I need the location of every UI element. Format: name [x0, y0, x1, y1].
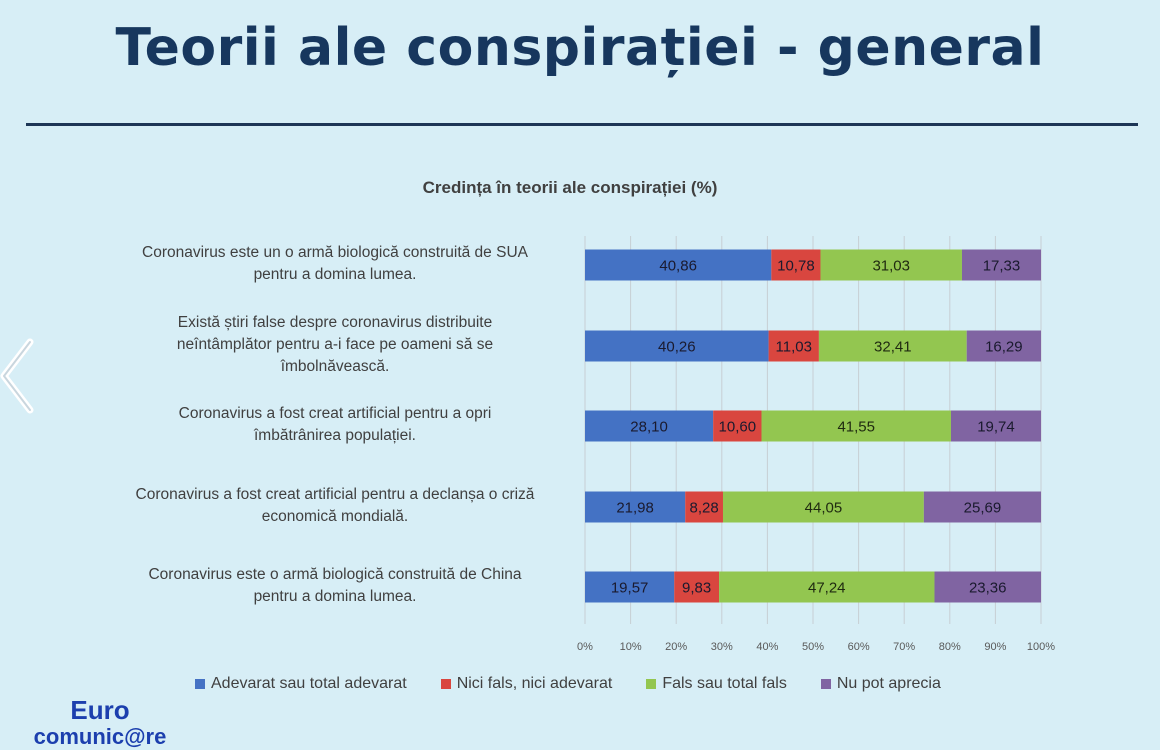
category-label: Coronavirus este o armă biologică constr… [100, 564, 570, 608]
legend-swatch [820, 679, 831, 689]
bar-segment [585, 330, 769, 362]
chart-title: Credința în teorii ale conspirației (%) [422, 178, 718, 197]
previous-slide-button[interactable] [0, 338, 40, 414]
data-label: 16,29 [985, 339, 1023, 356]
x-tick-label: 20% [665, 641, 687, 653]
bar-segment [923, 491, 1041, 523]
data-label: 44,05 [805, 500, 843, 517]
legend-item: Nici fals, nici adevarat [440, 675, 613, 693]
bar-segment [585, 491, 686, 523]
title-divider [26, 123, 1138, 126]
x-tick-label: 50% [802, 641, 824, 653]
x-tick-label: 80% [939, 641, 961, 653]
data-label: 10,60 [719, 419, 757, 436]
bar-segment [722, 491, 924, 523]
data-label: 19,74 [977, 419, 1015, 436]
category-label-line: îmbătrânirea populației. [254, 427, 416, 444]
data-label: 28,10 [630, 419, 668, 436]
bar-segment [685, 491, 723, 523]
x-tick-label: 0% [577, 641, 593, 653]
category-label-line: Coronavirus a fost creat artificial pent… [178, 405, 492, 422]
data-label: 41,55 [837, 419, 875, 436]
data-label: 11,03 [776, 339, 812, 356]
category-label: Coronavirus a fost creat artificial pent… [100, 484, 570, 528]
data-label: 40,26 [658, 339, 696, 356]
bar-segment [820, 249, 962, 281]
chevron-left-icon [0, 338, 34, 414]
legend-item: Adevarat sau total adevarat [195, 675, 407, 693]
category-label-line: economică mondială. [261, 508, 409, 525]
x-tick-label: 70% [893, 641, 915, 653]
data-label: 23,36 [969, 580, 1007, 597]
category-label: Coronavirus a fost creat artificial pent… [100, 403, 570, 447]
legend-label: Fals sau total fals [662, 675, 787, 692]
bar-segment [719, 571, 935, 603]
x-tick-label: 30% [711, 641, 733, 653]
x-tick-label: 90% [984, 641, 1006, 653]
category-label-line: Există știri false despre coronavirus di… [177, 314, 493, 331]
data-label: 19,57 [611, 580, 649, 597]
slide-title: Teorii ale conspirației - general [115, 18, 1045, 78]
logo-line-2: comunic@re [33, 724, 167, 749]
chart-legend: Adevarat sau total adevarat Nici fals, ni… [195, 675, 1015, 693]
bar-segment [674, 571, 720, 603]
x-tick-label: 40% [756, 641, 778, 653]
data-label: 8,28 [690, 500, 719, 517]
category-label-line: pentru a domina lumea. [253, 266, 417, 283]
legend-label: Adevarat sau total adevarat [211, 675, 407, 692]
data-label: 40,86 [659, 258, 697, 275]
data-label: 31,03 [872, 258, 910, 275]
bar-segment [818, 330, 967, 362]
bar-segment [771, 249, 821, 281]
data-label: 10,78 [777, 258, 815, 275]
legend-swatch [195, 679, 205, 689]
category-label-line: neîntâmplător pentru a-i face pe oameni … [176, 336, 494, 353]
bar-segment [768, 330, 819, 362]
bar-segment [950, 410, 1041, 442]
legend-swatch [646, 679, 657, 689]
x-tick-label: 100% [1027, 641, 1055, 653]
bar-segment [961, 249, 1041, 281]
category-label-line: Coronavirus este un o armă biologică con… [142, 244, 528, 261]
data-label: 9,83 [682, 580, 711, 597]
bar-segment [761, 410, 951, 442]
data-label: 32,41 [874, 339, 912, 356]
data-label: 47,24 [808, 580, 846, 597]
x-tick-label: 10% [620, 641, 642, 653]
logo-line-1: Euro [70, 695, 130, 725]
category-label: Coronavirus este un o armă biologică con… [100, 242, 570, 286]
data-label: 21,98 [616, 500, 654, 517]
category-label: Există știri false despre coronavirus di… [100, 312, 570, 378]
bar-segment [585, 410, 714, 442]
data-label: 25,69 [964, 500, 1002, 517]
data-label: 17,33 [983, 258, 1021, 275]
bar-segment [713, 410, 762, 442]
bar-segment [934, 571, 1041, 603]
legend-label: Nici fals, nici adevarat [456, 675, 613, 692]
legend-item: Fals sau total fals [646, 675, 787, 693]
logo: Euro comunic@re [20, 696, 180, 750]
x-tick-label: 60% [848, 641, 870, 653]
legend-item: Nu pot aprecia [820, 675, 941, 693]
category-label-line: Coronavirus a fost creat artificial pent… [135, 486, 535, 503]
category-label-line: îmbolnăvească. [280, 358, 390, 375]
legend-swatch [440, 679, 451, 689]
bar-segment [585, 249, 772, 281]
legend-label: Nu pot aprecia [836, 675, 941, 692]
bar-segment [585, 571, 675, 603]
category-label-line: pentru a domina lumea. [253, 588, 417, 605]
bar-segment [966, 330, 1041, 362]
category-label-line: Coronavirus este o armă biologică constr… [148, 566, 522, 583]
